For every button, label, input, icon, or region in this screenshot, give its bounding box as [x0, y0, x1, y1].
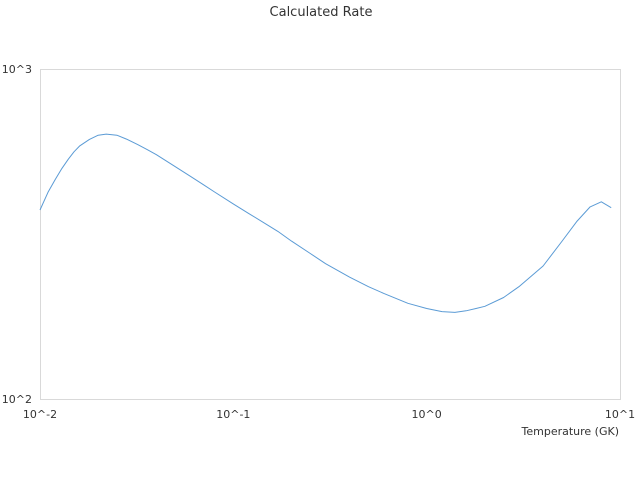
y-tick-label: 10^3 — [2, 63, 32, 76]
y-axis-ticks: 10^2 10^3 — [2, 63, 32, 406]
series-line — [39, 133, 612, 313]
x-axis-ticks: 10^-2 10^-1 10^0 10^1 — [23, 408, 635, 421]
x-tick-label: 10^0 — [412, 408, 442, 421]
x-tick-label: 10^-2 — [23, 408, 57, 421]
series-layer — [39, 133, 612, 313]
x-axis-label: Temperature (GK) — [521, 425, 620, 438]
plot-area-border — [40, 69, 621, 400]
y-tick-label: 10^2 — [2, 393, 32, 406]
x-tick-label: 10^1 — [605, 408, 635, 421]
x-tick-label: 10^-1 — [216, 408, 250, 421]
chart-title: Calculated Rate — [270, 5, 373, 20]
